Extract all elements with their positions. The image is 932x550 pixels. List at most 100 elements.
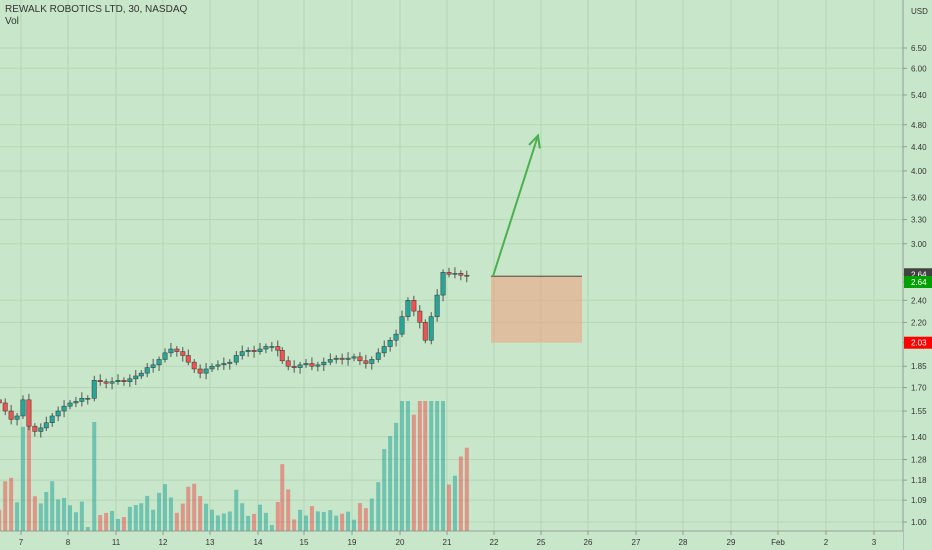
candle-body (327, 359, 333, 363)
price-tick-label: 1.70 (911, 384, 927, 393)
volume-bar (452, 475, 457, 531)
candle (339, 353, 345, 365)
volume-bar (309, 506, 314, 531)
candle-body (291, 365, 297, 368)
volume-bar (0, 509, 2, 531)
price-tick-label: 6.00 (911, 64, 927, 73)
price-tick-label: 1.85 (911, 362, 927, 371)
volume-bar (62, 497, 67, 531)
candle (297, 361, 303, 374)
price-tick-label: 1.28 (911, 455, 927, 464)
price-tick-label: 4.40 (911, 143, 927, 152)
time-tick-label: 21 (443, 538, 452, 547)
volume-bar (180, 503, 185, 531)
candle-body (446, 272, 452, 275)
candle (191, 359, 197, 374)
candle-body (285, 360, 291, 367)
candle (115, 374, 121, 385)
volume-bar (68, 505, 72, 531)
candle (375, 348, 381, 363)
candle (38, 423, 44, 438)
candle-body (103, 381, 109, 384)
volume-bar (369, 498, 374, 531)
volume-bar (280, 464, 285, 531)
candle (2, 398, 8, 416)
price-tick-label: 1.18 (911, 476, 927, 485)
candle (239, 345, 245, 360)
volume-bar (363, 508, 368, 531)
time-tick-label: 26 (584, 538, 593, 547)
candles (0, 267, 470, 438)
price-tick-label: 5.40 (911, 91, 927, 100)
candle (14, 412, 20, 426)
stop-loss-zone (491, 276, 582, 343)
candle-body (185, 355, 191, 363)
volume-bar (92, 421, 97, 531)
candle (197, 364, 203, 379)
volume-bar (215, 515, 220, 531)
candle (103, 378, 109, 389)
candle-body (339, 357, 345, 360)
time-tick-label: 2 (824, 538, 829, 547)
candle-body (91, 380, 97, 399)
candle-body (422, 322, 428, 341)
candle-body (97, 380, 103, 382)
candle (428, 312, 434, 345)
volume-bar (269, 525, 274, 531)
time-tick-label: 11 (112, 538, 121, 547)
volume-bar (227, 511, 232, 531)
candle-body (399, 316, 405, 335)
candle (257, 343, 263, 355)
candle (97, 374, 103, 386)
volume-bar (252, 513, 257, 531)
candle-body (369, 359, 375, 364)
candle-body (121, 380, 127, 382)
candle-body (2, 402, 8, 412)
time-axis[interactable]: 7 8 11 12 13 14 15 19 20 21 22 25 26 27 28 29 Feb 2 3 (0, 530, 903, 550)
price-axis[interactable]: USD 6.50 6.00 5.40 4.80 4.40 4.00 3.60 3.30 3.00 2… (902, 0, 932, 550)
candle (381, 340, 387, 357)
candle (221, 357, 227, 370)
volume-bar (21, 426, 25, 531)
volume-bars (0, 401, 469, 531)
volume-bar (145, 495, 150, 531)
grid (0, 0, 903, 531)
volume-bar (240, 503, 245, 531)
candle-body (203, 368, 209, 374)
volume-bar (50, 481, 55, 531)
volume-bar (104, 512, 109, 531)
price-tick-label: 1.00 (911, 518, 927, 527)
candle (464, 270, 470, 283)
candle (245, 347, 251, 357)
volume-bar (204, 503, 209, 531)
candle (144, 363, 150, 378)
volume-bar (352, 519, 356, 531)
candle (357, 352, 363, 365)
candle-body (79, 398, 85, 402)
candle-body (26, 399, 32, 427)
candle-body (85, 398, 91, 400)
candle-body (233, 355, 239, 363)
candle (422, 319, 428, 344)
volume-bar (44, 492, 49, 531)
candle-body (428, 316, 434, 341)
candle (279, 347, 285, 364)
volume-bar (464, 447, 469, 531)
volume-bar (429, 401, 434, 531)
candle-body (351, 356, 357, 359)
candle-body (14, 415, 20, 420)
candle-body (333, 357, 339, 360)
candle (168, 343, 174, 357)
volume-bar (357, 503, 362, 531)
volume-bar (263, 512, 268, 531)
time-tick-label: 22 (490, 538, 499, 547)
volume-bar (376, 482, 381, 531)
volume-label: Vol (5, 16, 19, 27)
volume-bar (400, 401, 404, 531)
candle (363, 354, 369, 369)
volume-bar (79, 501, 84, 531)
candle (91, 375, 97, 402)
volume-bar (221, 513, 226, 531)
candle (61, 400, 67, 418)
